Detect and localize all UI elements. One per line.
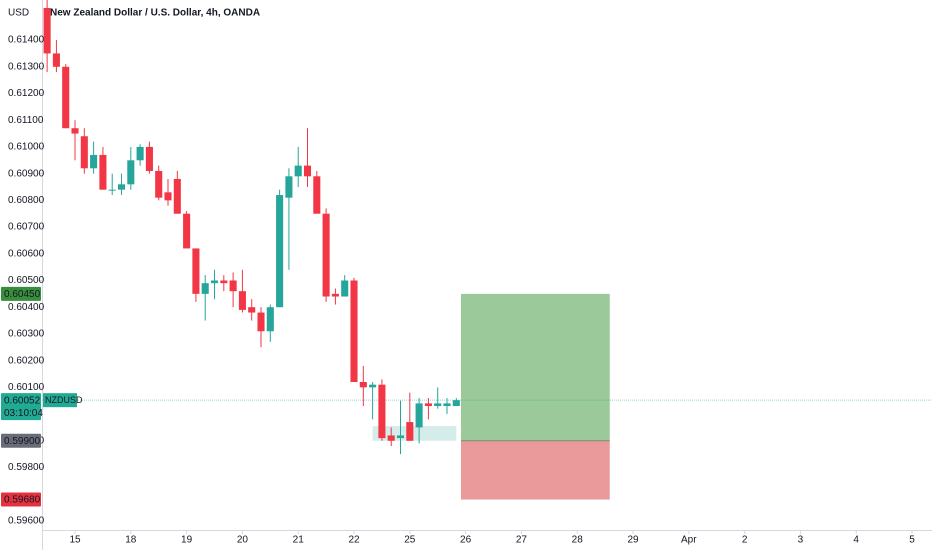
candle-body [396, 435, 405, 439]
x-tick-label: 20 [237, 535, 249, 546]
candle-body [443, 403, 451, 407]
candle-body [266, 307, 274, 332]
candle-body [136, 146, 144, 161]
candle-body [415, 403, 423, 428]
candle-body [183, 213, 191, 249]
y-tick-label: 0.61300 [8, 61, 45, 72]
candle-body [248, 307, 256, 313]
price-tag-label: 0.60450 [4, 289, 41, 300]
candle-body [359, 382, 367, 388]
y-tick-label: 0.60700 [8, 222, 45, 233]
x-tick-label: 3 [798, 535, 804, 546]
candle-body [452, 400, 460, 407]
x-tick-label: 15 [69, 535, 81, 546]
y-tick-label: 0.61200 [8, 88, 45, 99]
x-tick-label: 28 [572, 535, 584, 546]
candle-body [127, 160, 135, 185]
candle-body [294, 165, 302, 177]
x-tick-label: 5 [909, 535, 915, 546]
candle-body [331, 293, 339, 297]
candle-body [201, 283, 209, 294]
symbol-tag [43, 393, 77, 408]
candle-body [192, 248, 200, 294]
candle-body [145, 146, 153, 171]
candle-body [350, 280, 358, 383]
y-tick-label: 0.60300 [8, 329, 45, 340]
candle-body [238, 291, 246, 310]
candle-body [210, 280, 219, 284]
candle-body [424, 403, 432, 407]
price-tag-label: 0.59900 [4, 436, 41, 447]
y-tick-label: 0.60600 [8, 248, 45, 259]
symbol-label: NZDUSD [45, 395, 83, 405]
x-tick-label: 27 [516, 535, 528, 546]
candle-body [434, 403, 442, 407]
loss-zone [460, 440, 610, 500]
price-tag [1, 492, 41, 507]
candle-body [229, 280, 237, 292]
candle-body [108, 189, 116, 191]
candle-body [52, 53, 60, 67]
y-tick-label: 0.60900 [8, 168, 45, 179]
candle-body [406, 422, 414, 441]
candle-body [164, 192, 172, 201]
y-tick-label: 0.60800 [8, 195, 45, 206]
candle-body [99, 154, 107, 190]
x-tick-label: 29 [627, 535, 639, 546]
candle-body [43, 8, 51, 54]
last-price-tag [1, 393, 41, 421]
candle-body [276, 195, 284, 308]
y-tick-label: 0.61100 [8, 115, 44, 126]
y-tick-label: 0.60400 [8, 302, 45, 313]
candle-body [369, 384, 377, 388]
candle-body [173, 178, 181, 214]
candle-body [71, 128, 79, 134]
candle-body [378, 384, 386, 439]
x-tick-label: 4 [853, 535, 859, 546]
y-tick-label: 0.59800 [8, 462, 45, 473]
y-tick-label: 0.60200 [8, 355, 45, 366]
candle-body [80, 136, 88, 169]
price-tag [1, 433, 41, 448]
x-tick-label: 25 [404, 535, 416, 546]
candle-body [322, 213, 330, 297]
x-tick-label: 26 [460, 535, 472, 546]
candle-body [117, 184, 126, 190]
candle-body [285, 176, 293, 198]
candle-body [303, 165, 312, 177]
candle-body [387, 435, 395, 441]
candle-body [155, 170, 163, 198]
last-price-label: 0.60052 [4, 395, 41, 406]
x-tick-label: 21 [293, 535, 305, 546]
countdown: 03:10:04 [4, 408, 43, 419]
x-tick-label: 2 [742, 535, 748, 546]
x-tick-label: 18 [125, 535, 137, 546]
candle-body [90, 154, 98, 169]
x-tick-label: Apr [681, 535, 697, 546]
candle-body [313, 176, 321, 214]
chart-title: New Zealand Dollar / U.S. Dollar, 4h, OA… [50, 8, 260, 19]
y-tick-label: 0.61400 [8, 35, 45, 46]
candle-body [257, 312, 265, 332]
candle-body [62, 66, 70, 129]
x-tick-label: 22 [348, 535, 360, 546]
y-tick-label: 0.61000 [8, 142, 45, 153]
y-tick-label: 0.59600 [8, 516, 45, 527]
x-tick-label: 19 [181, 535, 193, 546]
y-tick-label: 0.60500 [8, 275, 45, 286]
candle-body [220, 280, 228, 284]
y-tick-label: 0.60100 [8, 382, 45, 393]
candle-body [341, 280, 349, 297]
price-tag [1, 286, 41, 301]
price-tag-label: 0.59680 [4, 495, 41, 506]
profit-zone [460, 293, 610, 441]
axis-currency: USD [8, 8, 29, 19]
